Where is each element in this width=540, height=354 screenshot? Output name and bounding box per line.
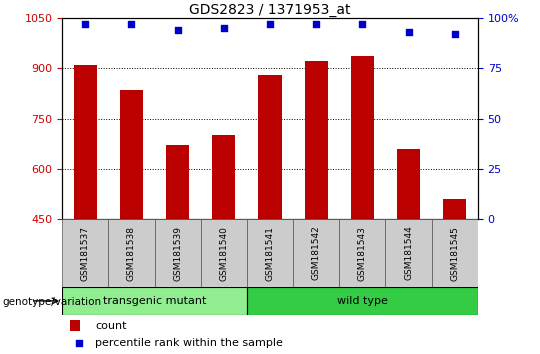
Text: GSM181537: GSM181537: [80, 225, 90, 281]
Bar: [120, 90, 143, 219]
Text: GSM181539: GSM181539: [173, 225, 182, 281]
Point: [127, 21, 136, 27]
Text: genotype/variation: genotype/variation: [3, 297, 102, 307]
Bar: [201, 219, 247, 287]
Text: GSM181540: GSM181540: [219, 225, 228, 281]
Point: [450, 31, 459, 37]
Text: GSM181541: GSM181541: [266, 225, 274, 281]
Bar: [386, 219, 431, 287]
Bar: [397, 149, 420, 219]
Point: [404, 29, 413, 35]
Bar: [431, 219, 478, 287]
Bar: [293, 219, 339, 287]
Bar: [62, 287, 247, 315]
Point: [81, 21, 90, 27]
Point: [75, 341, 83, 346]
Text: count: count: [96, 321, 127, 331]
Bar: [247, 219, 293, 287]
Title: GDS2823 / 1371953_at: GDS2823 / 1371953_at: [189, 3, 351, 17]
Point: [312, 21, 321, 27]
Text: GSM181538: GSM181538: [127, 225, 136, 281]
Text: GSM181542: GSM181542: [312, 226, 321, 280]
Text: transgenic mutant: transgenic mutant: [103, 296, 206, 306]
Text: percentile rank within the sample: percentile rank within the sample: [96, 338, 284, 348]
Text: wild type: wild type: [337, 296, 388, 306]
Point: [173, 27, 182, 33]
Bar: [305, 62, 328, 219]
Text: GSM181544: GSM181544: [404, 226, 413, 280]
Bar: [443, 199, 467, 219]
Bar: [166, 145, 189, 219]
Bar: [70, 320, 80, 331]
Text: GSM181543: GSM181543: [358, 225, 367, 281]
Text: GSM181545: GSM181545: [450, 225, 460, 281]
Bar: [339, 219, 386, 287]
Bar: [351, 56, 374, 219]
Bar: [109, 219, 154, 287]
Bar: [73, 65, 97, 219]
Bar: [212, 135, 235, 219]
Bar: [62, 219, 109, 287]
Bar: [259, 75, 281, 219]
Bar: [154, 219, 201, 287]
Point: [358, 21, 367, 27]
Point: [219, 25, 228, 30]
Point: [266, 21, 274, 27]
Bar: [247, 287, 478, 315]
